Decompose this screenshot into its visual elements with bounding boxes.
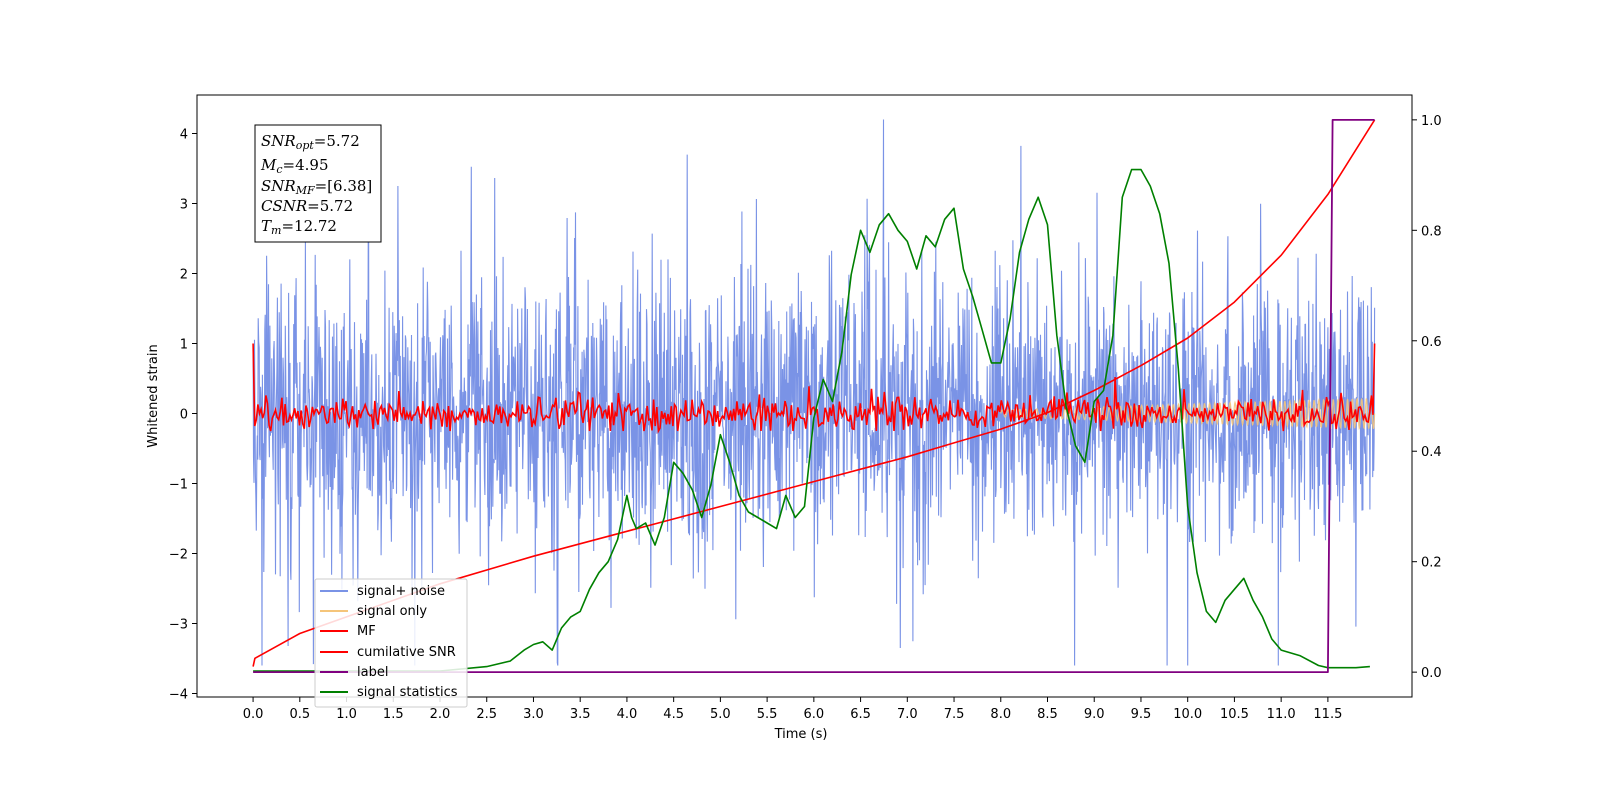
legend-label-signal-only: signal only	[357, 604, 427, 619]
legend-label-signal-statistics: signal statistics	[357, 685, 458, 700]
y-axis-right: 1.0 0.8 0.6 0.4 0.2 0.0	[1412, 114, 1442, 681]
x-tick-label: 3.0	[523, 707, 544, 722]
y-tick-label: 0	[180, 408, 188, 423]
x-tick-label: 7.0	[897, 707, 918, 722]
y-tick-label: −4	[169, 688, 188, 703]
x-tick-label: 8.0	[990, 707, 1011, 722]
x-tick-label: 0.5	[289, 707, 310, 722]
legend-label-mf: MF	[357, 624, 376, 639]
x-tick-label: 4.0	[617, 707, 638, 722]
x-tick-label: 6.0	[804, 707, 825, 722]
x-axis-label: Time (s)	[774, 727, 828, 742]
stats-annotation-box: SNRopt=5.72 Mc=4.95 SNRMF=[6.38] CSNR=5.…	[254, 124, 382, 243]
y-tick-label: 3	[180, 198, 188, 213]
x-tick-label: 10.5	[1220, 707, 1249, 722]
x-tick-label: 2.0	[430, 707, 451, 722]
x-tick-label: 7.5	[944, 707, 965, 722]
x-tick-label: 9.5	[1131, 707, 1152, 722]
series-label	[253, 119, 1375, 673]
stats-csnr: CSNR=5.72	[261, 197, 353, 215]
series-signal-statistics	[253, 168, 1370, 672]
legend-label-label: label	[357, 665, 388, 680]
x-tick-label: 11.5	[1313, 707, 1342, 722]
legend-label-cumulative-snr: cumilative SNR	[357, 645, 456, 660]
y2-tick-label: 0.0	[1421, 666, 1442, 681]
legend-label-signal-noise: signal+ noise	[357, 584, 445, 599]
series-mf	[252, 343, 1376, 434]
legend: signal+ noise signal only MF cumilative …	[314, 578, 468, 708]
x-tick-label: 1.0	[336, 707, 357, 722]
y2-tick-label: 1.0	[1421, 114, 1442, 129]
y2-tick-label: 0.8	[1421, 224, 1442, 239]
x-tick-label: 3.5	[570, 707, 591, 722]
y2-tick-label: 0.2	[1421, 556, 1442, 571]
x-tick-label: 11.0	[1267, 707, 1296, 722]
y2-tick-label: 0.6	[1421, 335, 1442, 350]
y-tick-label: −3	[169, 618, 188, 633]
y-tick-label: −2	[169, 548, 188, 563]
x-tick-label: 6.5	[850, 707, 871, 722]
x-tick-label: 4.5	[663, 707, 684, 722]
x-tick-label: 5.5	[757, 707, 778, 722]
y-axis-label: Whitened strain	[146, 344, 161, 447]
y-tick-label: 4	[180, 128, 188, 143]
stats-tm: Tm=12.72	[261, 217, 337, 237]
series-signal-noise	[252, 119, 1376, 666]
plot-frame	[196, 94, 1413, 698]
x-tick-label: 1.5	[383, 707, 404, 722]
y2-tick-label: 0.4	[1421, 445, 1442, 460]
y-tick-label: −1	[169, 478, 188, 493]
y-axis-left: 4 3 2 1 0 −1 −2 −3 −4	[169, 128, 197, 703]
y-tick-label: 1	[180, 338, 188, 353]
x-tick-label: 10.0	[1173, 707, 1202, 722]
x-tick-label: 0.0	[243, 707, 264, 722]
x-tick-label: 5.0	[710, 707, 731, 722]
stats-snr-mf: SNRMF=[6.38]	[261, 177, 372, 197]
stats-snr-opt: SNRopt=5.72	[261, 132, 360, 152]
x-tick-label: 9.0	[1084, 707, 1105, 722]
series-signal-only	[1000, 397, 1376, 431]
x-tick-label: 8.5	[1037, 707, 1058, 722]
stats-mc: Mc=4.95	[260, 156, 329, 176]
y-tick-label: 2	[180, 268, 188, 283]
x-axis: 0.0 0.5 1.0 1.5 2.0 2.5 3.0 3.5 4.0 4.5 5.0 5.5 6.0 6…	[243, 697, 1342, 722]
x-tick-label: 2.5	[476, 707, 497, 722]
